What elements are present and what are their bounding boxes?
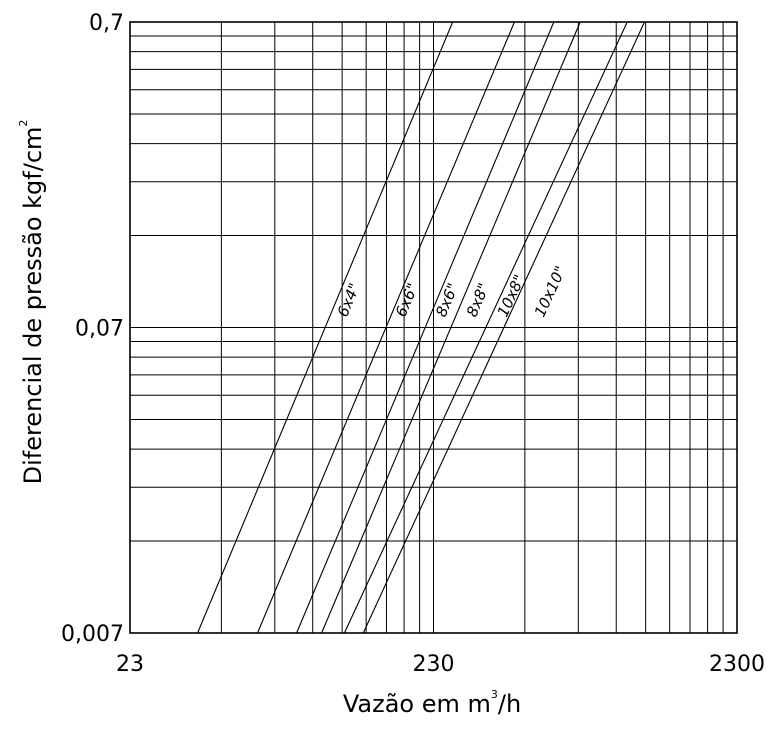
series-label-2: 6x6" [392, 280, 422, 319]
grid-lines [130, 22, 737, 633]
series-label-1: 6x4" [334, 280, 364, 319]
y-axis-title-main: Diferencial de pressão kgf/cm [19, 127, 47, 485]
y-tick-label: 0,07 [75, 317, 124, 342]
y-tick-label: 0,7 [89, 11, 124, 36]
series-label-6: 10x10" [531, 263, 570, 320]
series-labels: 6x4" 6x6" 8x6" 8x8" 10x8" 10x10" [334, 263, 570, 320]
y-tick-label: 0,007 [61, 622, 124, 647]
series-label-4: 8x8" [463, 280, 493, 319]
y-axis-title-superscript: 2 [17, 120, 30, 127]
x-tick-label: 230 [413, 652, 455, 677]
x-axis-title: Vazão em m3/h [343, 688, 521, 718]
x-tick-label: 23 [116, 652, 144, 677]
series-label-5: 10x8" [494, 272, 529, 320]
x-axis-title-main: Vazão em m [343, 690, 491, 718]
tick-labels: 23 230 2300 0,007 0,07 0,7 [61, 11, 765, 677]
y-axis-title: Diferencial de pressão kgf/cm2 [17, 120, 47, 485]
x-tick-label: 2300 [709, 652, 765, 677]
series-label-3: 8x6" [432, 280, 462, 319]
x-axis-title-suffix: /h [498, 690, 521, 718]
x-axis-title-superscript: 3 [491, 688, 498, 701]
